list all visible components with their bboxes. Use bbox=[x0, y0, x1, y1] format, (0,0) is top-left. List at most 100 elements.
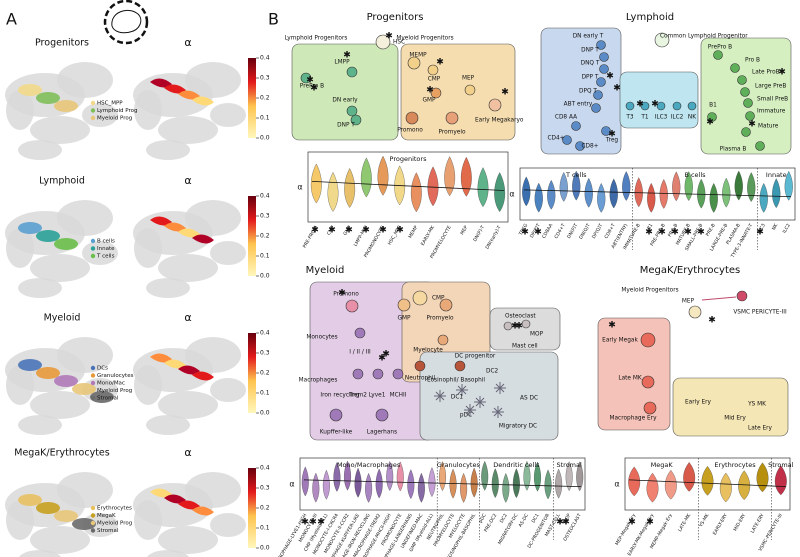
violin bbox=[410, 172, 422, 213]
star: ✱ bbox=[511, 322, 519, 332]
category-label: B1 bbox=[646, 223, 654, 231]
cell bbox=[596, 77, 606, 87]
label: DN early T bbox=[573, 34, 604, 40]
star: ✱ bbox=[606, 72, 614, 82]
colorbar bbox=[248, 333, 256, 413]
star: ✱ bbox=[608, 130, 616, 140]
region-box bbox=[672, 377, 789, 437]
cell bbox=[354, 327, 366, 339]
violin bbox=[344, 168, 356, 208]
cell bbox=[412, 290, 428, 306]
label: 0.2 bbox=[260, 233, 270, 240]
label: Trem2 bbox=[348, 393, 367, 399]
region-box bbox=[619, 71, 699, 129]
cell bbox=[375, 34, 391, 50]
violin bbox=[683, 462, 696, 492]
star: ✱ bbox=[309, 518, 317, 528]
label: Myeloid bbox=[306, 265, 345, 276]
violin bbox=[622, 171, 631, 201]
cell bbox=[641, 375, 655, 389]
cluster bbox=[90, 391, 114, 403]
label: CMP bbox=[428, 77, 441, 83]
umap-cloud bbox=[18, 415, 62, 435]
star: ✱ bbox=[608, 321, 616, 331]
violin bbox=[565, 461, 573, 491]
label: Migratory DC bbox=[499, 424, 537, 430]
umap-cloud bbox=[210, 241, 246, 265]
category-label: MID-ERY bbox=[732, 513, 747, 533]
star: ✱ bbox=[645, 228, 653, 238]
label: DNQ T bbox=[581, 61, 600, 67]
label: CMP bbox=[432, 296, 445, 302]
violin bbox=[609, 178, 618, 209]
region-box bbox=[291, 43, 399, 141]
cell bbox=[427, 64, 439, 76]
cell bbox=[575, 141, 585, 151]
label: α bbox=[297, 183, 302, 192]
umap-cloud bbox=[147, 550, 189, 557]
cell bbox=[454, 360, 466, 372]
dc-cell bbox=[474, 396, 486, 408]
star: ✱ bbox=[748, 120, 756, 130]
label: pDC bbox=[460, 413, 472, 419]
violin bbox=[407, 469, 415, 499]
category-label: ILC2 bbox=[782, 223, 792, 235]
violin bbox=[664, 469, 677, 500]
violin bbox=[344, 460, 351, 491]
label: Promono bbox=[333, 292, 359, 298]
star: ✱ bbox=[534, 228, 542, 238]
violin bbox=[460, 156, 472, 197]
violin bbox=[559, 172, 568, 202]
label: LMPP bbox=[334, 60, 350, 66]
umap-cloud bbox=[210, 513, 246, 537]
umap-cloud bbox=[82, 103, 118, 127]
cell bbox=[350, 114, 362, 126]
label: Small PreB bbox=[757, 97, 788, 103]
label: 0.1 bbox=[260, 253, 270, 260]
label: DPQ T bbox=[579, 89, 597, 95]
group-title: Dendritic cells bbox=[493, 461, 540, 469]
violin bbox=[722, 177, 731, 208]
label: Lymphoid Progenitors bbox=[285, 36, 348, 42]
cell bbox=[571, 121, 581, 131]
legend-dot bbox=[90, 388, 96, 393]
label: 0.1 bbox=[260, 525, 270, 532]
violin bbox=[634, 177, 643, 208]
violin bbox=[697, 178, 706, 209]
category-label: CD8AA bbox=[541, 222, 555, 240]
label: DNP T bbox=[581, 48, 599, 54]
cell bbox=[430, 87, 442, 99]
cell bbox=[713, 50, 723, 60]
violin bbox=[310, 163, 322, 204]
violin bbox=[597, 183, 606, 213]
label: MegaK/Erythrocytes bbox=[14, 448, 110, 459]
label: T cells bbox=[96, 254, 115, 260]
label: PrePro B bbox=[300, 84, 324, 90]
violin bbox=[512, 468, 520, 499]
cell bbox=[407, 56, 421, 70]
violin bbox=[747, 172, 756, 202]
label: ILC3 bbox=[655, 115, 668, 121]
umap-cloud bbox=[57, 337, 113, 373]
label: Neutrophil bbox=[405, 376, 436, 382]
star: ✱ bbox=[778, 68, 786, 78]
umap-cloud bbox=[158, 391, 218, 419]
label: Promyelo bbox=[439, 130, 466, 136]
label: α bbox=[614, 480, 619, 489]
violin bbox=[756, 462, 769, 493]
cell bbox=[656, 101, 666, 111]
dc-cell bbox=[434, 390, 446, 402]
label: Lymphoid bbox=[39, 176, 85, 187]
umap-cloud bbox=[146, 140, 190, 160]
cluster bbox=[18, 222, 42, 234]
label: CD4+ bbox=[547, 136, 564, 142]
star: ✱ bbox=[345, 226, 353, 236]
star: ✱ bbox=[515, 322, 523, 332]
umap-cloud bbox=[134, 90, 162, 130]
label: Mature bbox=[758, 124, 779, 130]
umap-cloud bbox=[134, 500, 162, 540]
category-label: MEP bbox=[459, 225, 469, 237]
category-label: DC1 bbox=[530, 513, 540, 524]
star: ✱ bbox=[651, 100, 659, 110]
label: DC progenitor bbox=[455, 354, 496, 360]
